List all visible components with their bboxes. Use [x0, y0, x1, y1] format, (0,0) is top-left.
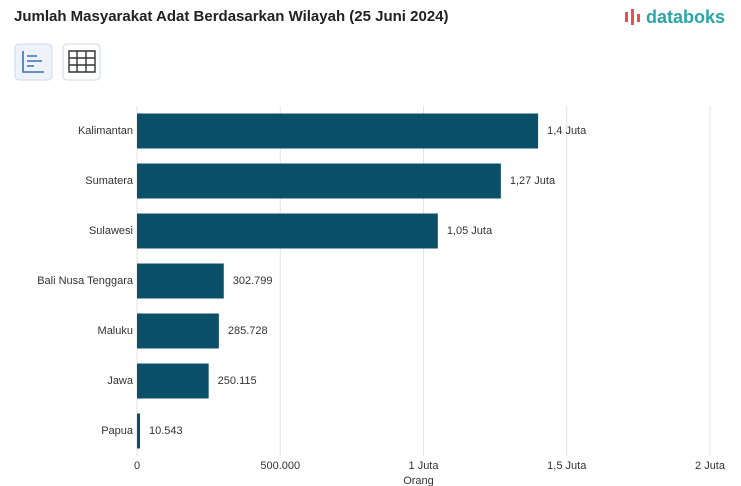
bar [137, 413, 141, 449]
value-label: 1,27 Juta [510, 175, 556, 187]
x-tick-label: 0 [134, 460, 140, 472]
y-tick-label: Papua [101, 425, 134, 437]
y-tick-label: Jawa [107, 375, 134, 387]
y-tick-label: Sulawesi [89, 225, 133, 237]
x-tick-label: 500.000 [260, 460, 300, 472]
y-tick-label: Kalimantan [78, 125, 133, 137]
value-label: 1,4 Juta [547, 125, 587, 137]
value-label: 285.728 [228, 325, 268, 337]
chart-view-button[interactable] [14, 43, 53, 81]
y-tick-label: Maluku [98, 325, 133, 337]
value-label: 1,05 Juta [447, 225, 493, 237]
x-tick-label: 1 Juta [409, 460, 440, 472]
x-tick-label: 2 Juta [695, 460, 726, 472]
brand-name: databoks [646, 7, 725, 27]
y-tick-label: Sumatera [85, 175, 134, 187]
bar [137, 163, 501, 199]
bar [137, 313, 219, 349]
x-axis-label: Orang [403, 475, 434, 486]
value-label: 302.799 [233, 275, 273, 287]
bar [137, 263, 224, 299]
bar [137, 113, 539, 149]
value-label: 250.115 [218, 375, 257, 387]
brand-logo: databoks [625, 7, 725, 27]
x-tick-label: 1,5 Juta [547, 460, 587, 472]
table-view-button[interactable] [62, 43, 101, 81]
value-label: 10.543 [149, 425, 183, 437]
bar [137, 363, 209, 399]
bar [137, 213, 438, 249]
chart-title: Jumlah Masyarakat Adat Berdasarkan Wilay… [14, 8, 449, 25]
y-tick-label: Bali Nusa Tenggara [37, 275, 134, 287]
